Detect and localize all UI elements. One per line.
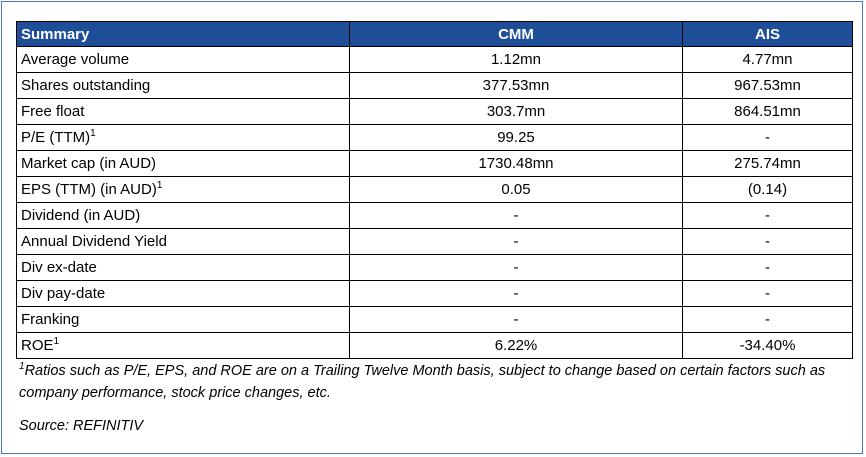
footnote-text: Ratios such as P/E, EPS, and ROE are on … xyxy=(19,363,826,401)
row-label-text: EPS (TTM) (in AUD) xyxy=(21,181,157,198)
row-label: ROE1 xyxy=(16,332,350,359)
row-label: Annual Dividend Yield xyxy=(16,228,350,255)
cell-ais: (0.14) xyxy=(682,176,853,203)
row-label-text: Free float xyxy=(21,103,85,120)
row-label: Market cap (in AUD) xyxy=(16,150,350,177)
row-label: EPS (TTM) (in AUD)1 xyxy=(16,176,350,203)
table-header-row: Summary CMM AIS xyxy=(16,21,853,47)
header-cmm: CMM xyxy=(349,21,683,47)
row-label-text: Div ex-date xyxy=(21,259,97,276)
header-ais: AIS xyxy=(682,21,853,47)
table-row: EPS (TTM) (in AUD)1 0.05 (0.14) xyxy=(16,176,853,203)
row-label-superscript: 1 xyxy=(90,128,96,139)
row-label: Shares outstanding xyxy=(16,72,350,99)
cell-cmm: 99.25 xyxy=(349,124,683,151)
cell-ais: 4.77mn xyxy=(682,46,853,73)
row-label-text: Market cap (in AUD) xyxy=(21,155,157,172)
source-note: Source: REFINITIV xyxy=(19,418,144,434)
table-row: Shares outstanding 377.53mn 967.53mn xyxy=(16,72,853,99)
row-label-superscript: 1 xyxy=(156,180,163,191)
row-label: Div ex-date xyxy=(16,254,350,281)
row-label-text: Dividend (in AUD) xyxy=(21,207,141,224)
cell-ais: - xyxy=(682,280,853,307)
row-label-text: P/E (TTM) xyxy=(21,129,91,146)
table-row: Franking - - xyxy=(16,306,853,333)
cell-cmm: - xyxy=(349,306,683,333)
row-label: Div pay-date xyxy=(16,280,350,307)
header-summary: Summary xyxy=(16,21,350,47)
cell-ais: - xyxy=(682,124,853,151)
table-body: Average volume 1.12mn 4.77mn Shares outstan… xyxy=(16,46,853,359)
cell-cmm: 1730.48mn xyxy=(349,150,683,177)
cell-cmm: 1.12mn xyxy=(349,46,683,73)
table-row: Market cap (in AUD) 1730.48mn 275.74mn xyxy=(16,150,853,177)
row-label: Free float xyxy=(16,98,350,125)
cell-cmm: 303.7mn xyxy=(349,98,683,125)
table-row: Free float 303.7mn 864.51mn xyxy=(16,98,853,125)
row-label-superscript: 1 xyxy=(53,336,60,347)
table-row: Annual Dividend Yield - - xyxy=(16,228,853,255)
table-row: Div ex-date - - xyxy=(16,254,853,281)
table-row: P/E (TTM)1 99.25- xyxy=(16,124,853,151)
row-label-text: Average volume xyxy=(21,51,130,68)
table-row: Average volume 1.12mn 4.77mn xyxy=(16,46,853,73)
row-label-text: ROE xyxy=(21,337,54,354)
summary-table: Summary CMM AIS Average volume 1.12mn 4.77… xyxy=(16,21,853,359)
row-label: P/E (TTM)1 xyxy=(16,124,350,151)
cell-cmm: - xyxy=(349,254,683,281)
row-label: Dividend (in AUD) xyxy=(16,202,350,229)
row-label-text: Shares outstanding xyxy=(21,77,151,94)
cell-ais: 967.53mn xyxy=(682,72,853,99)
cell-cmm: 377.53mn xyxy=(349,72,683,99)
cell-cmm: 0.05 xyxy=(349,176,683,203)
row-label: Franking xyxy=(16,306,350,333)
table-row: Div pay-date - - xyxy=(16,280,853,307)
row-label-text: Div pay-date xyxy=(21,285,106,302)
row-label-text: Franking xyxy=(21,311,80,328)
cell-ais: - xyxy=(682,306,853,333)
row-label: Average volume xyxy=(16,46,350,73)
footnote-marker: 1 xyxy=(19,361,25,373)
cell-ais: - xyxy=(682,254,853,281)
cell-ais: - xyxy=(682,228,853,255)
cell-cmm: - xyxy=(349,280,683,307)
cell-ais: 864.51mn xyxy=(682,98,853,125)
cell-ais: - xyxy=(682,202,853,229)
cell-cmm: - xyxy=(349,202,683,229)
cell-ais: 275.74mn xyxy=(682,150,853,177)
row-label-text: Annual Dividend Yield xyxy=(21,233,167,250)
cell-ais: -34.40% xyxy=(682,332,853,359)
cell-cmm: 6.22% xyxy=(349,332,683,359)
footnote: 1Ratios such as P/E, EPS, and ROE are on… xyxy=(19,360,839,404)
cell-cmm: - xyxy=(349,228,683,255)
table-row: Dividend (in AUD) - - xyxy=(16,202,853,229)
table-row: ROE1 6.22% -34.40% xyxy=(16,332,853,359)
